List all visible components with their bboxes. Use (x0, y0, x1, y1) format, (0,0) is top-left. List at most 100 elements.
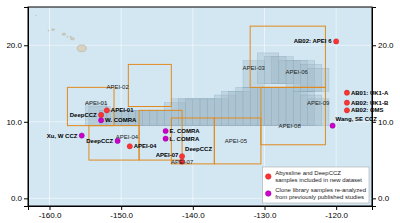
tick-label: -150.0 (110, 211, 133, 220)
grid (28, 7, 372, 206)
point (330, 123, 335, 128)
tick-mark (336, 206, 337, 210)
plot-background (28, 7, 372, 206)
tick-label: 20.0 (378, 41, 394, 50)
annotation: APEI-02 (106, 84, 129, 90)
x-axis: -160.0 -150.0 -140.0 -130.0 -120.0 (29, 206, 373, 220)
point (127, 144, 132, 149)
island (67, 36, 68, 38)
island (77, 45, 86, 52)
tick: 10.0 (6, 118, 28, 127)
tick: 20.0 (6, 41, 28, 50)
tick-mark (372, 198, 376, 199)
legend-label-line: Abyssline and DeepCCZ (275, 170, 341, 176)
island (70, 38, 74, 40)
apei-box (261, 87, 326, 144)
islands (36, 15, 87, 52)
tick-label: 10.0 (6, 118, 22, 127)
point (79, 133, 84, 138)
grid-line-x (49, 7, 50, 206)
tick-label: -120.0 (325, 211, 348, 220)
tick-label: 0.0 (11, 194, 23, 203)
annotation: APEI-03 (243, 65, 266, 71)
point (344, 90, 349, 95)
point-labels: DeepCCZAPEI-01APEI-04DeepCCZAPEI-07AB02:… (47, 38, 389, 157)
point-label: APEI-04 (134, 143, 157, 149)
tick: -150.0 (110, 206, 133, 220)
axis-line (29, 207, 373, 211)
axis-line (24, 8, 29, 207)
apei-box (250, 26, 325, 87)
point (334, 39, 339, 44)
marks (36, 15, 350, 164)
island (62, 33, 66, 35)
tick-mark (50, 206, 51, 210)
point-label: DeepCCZ (185, 146, 212, 152)
annotations: APEI-01APEI-02APEI-03APEI-04APEI-05APEI-… (85, 65, 330, 164)
island (70, 36, 72, 38)
legend-box (262, 167, 369, 203)
annotation: APEI-08 (278, 123, 301, 129)
claim-areas (85, 53, 329, 126)
tick-mark (24, 122, 28, 123)
point (163, 128, 168, 133)
tick-label: -160.0 (39, 211, 62, 220)
tick-label: 20.0 (6, 41, 22, 50)
annotation: APEI-04 (116, 134, 139, 140)
point-label: E. COMRA (170, 128, 201, 134)
island (48, 30, 49, 32)
tick: 20.0 (372, 41, 394, 50)
legend-entry: Clone library samples re-analyzedfrom pr… (265, 187, 366, 200)
point-label: Wang, SE CCZ (336, 116, 378, 122)
point-label: APEI-01 (111, 107, 134, 113)
point-label: APEI-07 (156, 152, 179, 158)
tick-mark (121, 206, 122, 210)
annotation: APEI-07 (171, 159, 194, 165)
point (104, 108, 109, 113)
point-label: Xu, W CCZ (47, 133, 78, 139)
series (99, 39, 350, 164)
legend: Abyssline and DeepCCZsamples included in… (262, 167, 369, 203)
legend-marker (265, 174, 271, 180)
point (344, 108, 349, 113)
point (163, 136, 168, 141)
point-label: DeepCCZ (86, 138, 113, 144)
legend-marker (265, 191, 271, 197)
legend-label: Clone library samples re-analyzedfrom pr… (275, 187, 366, 200)
points (79, 39, 349, 164)
y-axis: 0.0 10.0 20.0 (6, 8, 28, 207)
tick-mark (372, 45, 376, 46)
chart-container: -160.0 -150.0 -140.0 -130.0 -120.0 0.0 10.0 20.… (0, 0, 400, 223)
point (344, 100, 349, 105)
tick: -160.0 (39, 206, 62, 220)
tick: 0.0 (11, 194, 28, 203)
plot: -160.0 -150.0 -140.0 -130.0 -120.0 0.0 10.0 20.… (6, 7, 394, 220)
tick: 0.0 (372, 194, 390, 203)
point (99, 112, 104, 117)
texts: Abyssline and DeepCCZsamples included in… (47, 38, 389, 203)
legend-label-line: from previously published studies (275, 194, 364, 200)
island (52, 29, 55, 31)
annotation: APEI-06 (286, 69, 309, 75)
legend-entry: Abyssline and DeepCCZsamples included in… (265, 170, 362, 183)
point-label: L. COMRA (170, 136, 200, 142)
tick-mark (372, 122, 376, 123)
tick-mark (193, 206, 194, 210)
legend-label: Abyssline and DeepCCZsamples included in… (275, 170, 362, 183)
tick-label: 10.0 (378, 118, 394, 127)
legend-label-line: samples included in new dataset (275, 177, 362, 183)
tick-mark (265, 206, 266, 210)
point-label: AB01: UK1-A (351, 90, 389, 96)
point (99, 118, 104, 123)
point-label: AB02: APEI 6 (294, 38, 332, 44)
tick: -130.0 (254, 206, 277, 220)
point-label: AB02: UK1-B (351, 100, 389, 106)
chart-svg: -160.0 -150.0 -140.0 -130.0 -120.0 0.0 10.0 20.… (0, 0, 400, 223)
annotation: APEI-01 (85, 100, 108, 106)
tick-label: -140.0 (182, 211, 205, 220)
tick-label: 0.0 (378, 194, 390, 203)
annotation: APEI-09 (307, 100, 330, 106)
apei-areas (67, 26, 325, 164)
tick: -120.0 (325, 206, 348, 220)
point-label: AB02: OMS (351, 107, 384, 113)
